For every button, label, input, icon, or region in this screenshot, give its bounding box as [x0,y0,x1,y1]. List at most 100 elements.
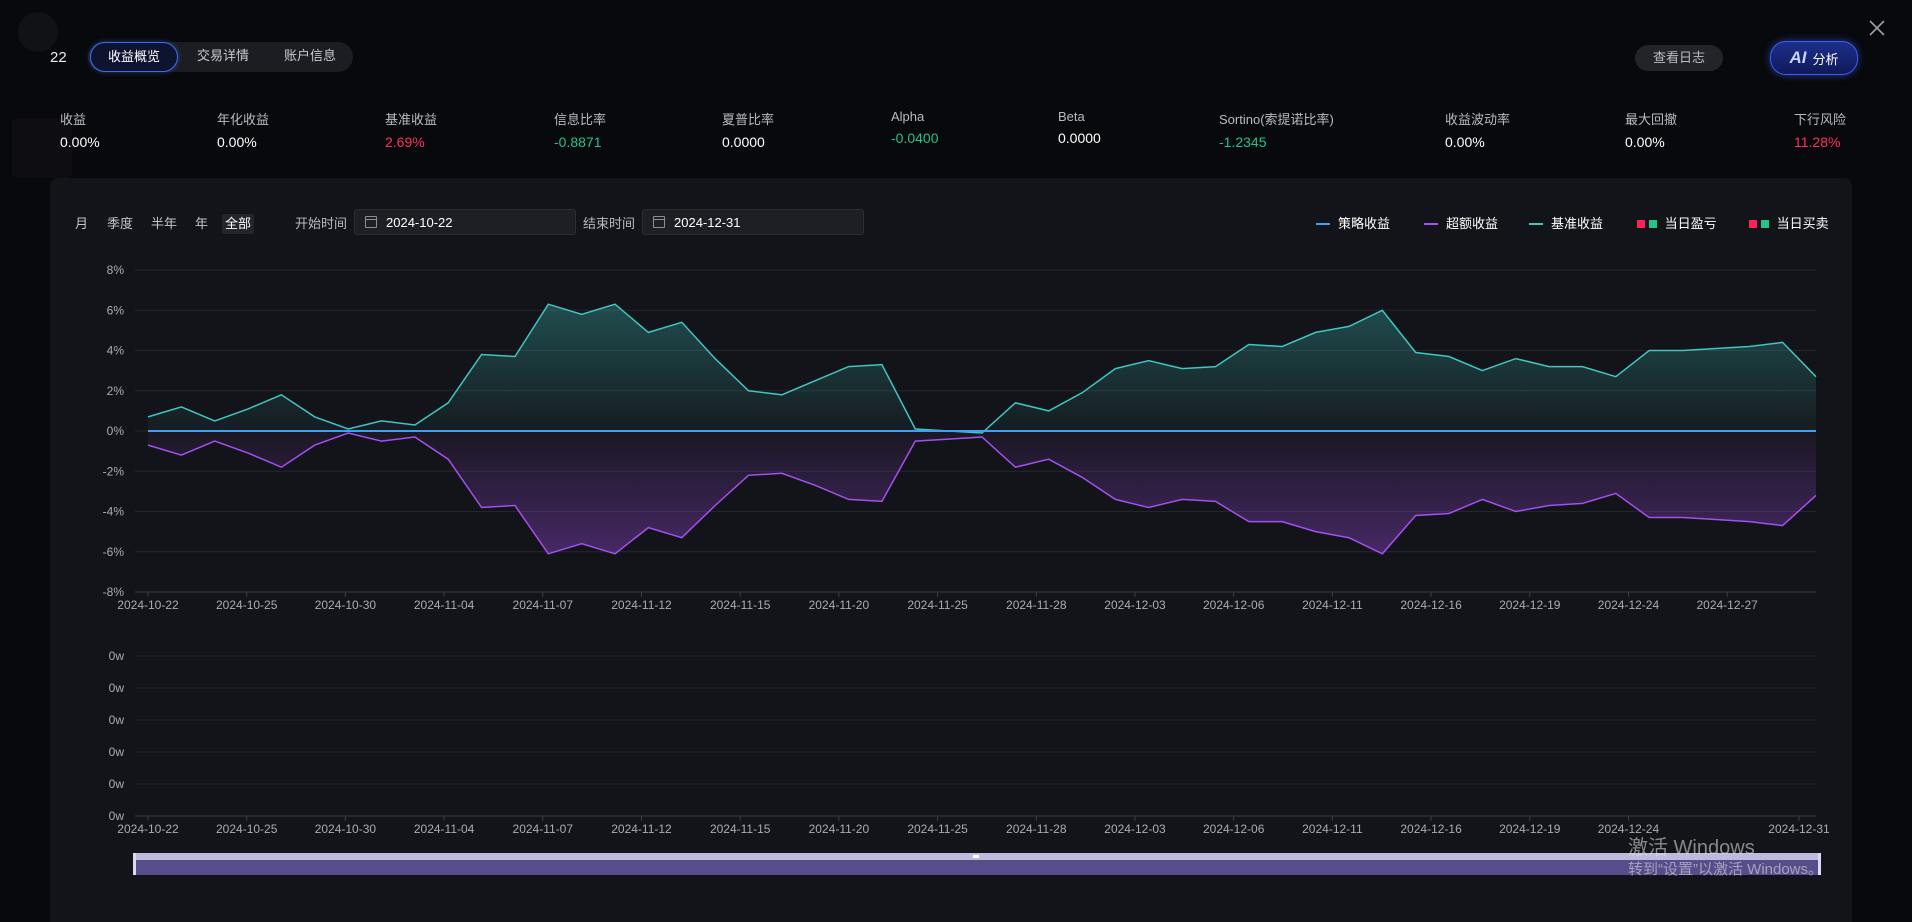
zoom-handle-left[interactable] [133,853,136,875]
metric-return: 收益 0.00% [60,112,100,150]
metric-benchmark-return: 基准收益 2.69% [385,112,438,150]
y-tick-label: 0w [109,713,125,727]
y-tick-label: 0w [109,649,125,663]
view-log-button[interactable]: 查看日志 [1635,45,1723,71]
x-tick-label: 2024-12-11 [1302,822,1363,836]
tab-trade-details[interactable]: 交易详情 [196,48,249,63]
x-tick-label: 2024-11-04 [414,822,475,836]
volume-chart-grid [135,655,1816,817]
period-month[interactable]: 月 [75,216,89,231]
x-tick-label: 2024-11-04 [414,598,475,612]
x-tick-label: 2024-12-19 [1499,598,1561,612]
main-chart-lines[interactable] [147,303,1817,555]
ai-analysis-button[interactable]: AI 分析 [1770,41,1858,75]
x-tick-label: 2024-12-31 [1768,822,1830,836]
y-tick-label: 2% [107,384,125,398]
metric-max-drawdown: 最大回撤 0.00% [1625,112,1678,150]
x-tick-label: 2024-10-25 [216,598,278,612]
end-date-field[interactable]: 2024-12-31 [642,209,864,235]
x-tick-label: 2024-12-03 [1104,598,1166,612]
metric-beta: Beta 0.0000 [1058,109,1101,146]
x-tick-label: 2024-12-19 [1499,822,1561,836]
x-tick-label: 2024-11-15 [710,822,771,836]
x-tick-label: 2024-12-03 [1104,822,1166,836]
y-tick-label: -8% [103,585,125,599]
x-tick-label: 2024-12-16 [1400,598,1462,612]
square-swatch-icon [1637,214,1657,234]
calendar-icon [365,216,377,228]
metric-information-ratio: 信息比率 -0.8871 [554,112,607,150]
x-tick-label: 2024-12-06 [1203,822,1265,836]
y-tick-label: 6% [107,303,125,317]
main-chart-areas [148,304,1816,554]
start-date-label: 开始时间 [295,216,348,231]
y-tick-label: 0w [109,681,125,695]
x-tick-label: 2024-11-25 [907,822,968,836]
line-swatch-icon [1316,223,1330,225]
square-swatch-icon [1749,214,1769,234]
benchmark-line[interactable] [147,303,1817,434]
end-date-label: 结束时间 [583,216,636,231]
calendar-icon [653,216,665,228]
x-tick-label: 2024-11-20 [809,822,870,836]
tab-account-info[interactable]: 账户信息 [283,48,336,63]
y-tick-label: -4% [103,505,125,519]
legend-daily-pnl[interactable]: 当日盈亏 [1637,214,1717,234]
y-tick-label: 0w [109,809,125,823]
x-tick-label: 2024-11-15 [710,598,771,612]
x-tick-label: 2024-11-20 [809,598,870,612]
excess-line[interactable] [147,432,1817,555]
excess-area [148,431,1816,554]
x-tick-label: 2024-10-22 [117,822,179,836]
y-tick-label: 4% [107,344,125,358]
close-icon[interactable] [1866,17,1888,39]
x-tick-label: 2024-11-07 [513,822,574,836]
x-tick-label: 2024-12-11 [1302,598,1363,612]
x-tick-label: 2024-12-24 [1598,598,1660,612]
zoom-grip-icon[interactable] [973,855,979,858]
y-tick-label: -6% [103,545,125,559]
y-tick-label: 0% [107,424,125,438]
start-date-value: 2024-10-22 [386,214,453,230]
period-year[interactable]: 年 [195,216,209,231]
y-tick-label: 0w [109,777,125,791]
period-half-year[interactable]: 半年 [151,216,178,231]
x-tick-label: 2024-11-28 [1006,822,1067,836]
start-date-field[interactable]: 2024-10-22 [354,209,576,235]
tab-overview[interactable]: 收益概览 [90,42,178,72]
x-tick-label: 2024-10-30 [315,822,377,836]
main-tabs: 收益概览 交易详情 账户信息 [88,42,353,72]
x-tick-label: 2024-10-22 [117,598,179,612]
zoom-handle-right[interactable] [1818,853,1821,875]
zoom-slider[interactable] [133,853,1821,875]
x-tick-label: 2024-11-28 [1006,598,1067,612]
line-swatch-icon [1529,223,1543,225]
x-tick-label: 2024-11-07 [513,598,574,612]
y-tick-label: 8% [107,263,125,277]
chart-panel [50,178,1852,922]
x-tick-label: 2024-10-25 [216,822,278,836]
y-tick-label: 0w [109,745,125,759]
windows-watermark-title: 激活 Windows [1628,837,1755,859]
legend-excess[interactable]: 超额收益 [1424,214,1498,234]
x-tick-label: 2024-10-30 [315,598,377,612]
metric-downside-risk: 下行风险 11.28% [1794,112,1847,150]
period-quarter[interactable]: 季度 [107,216,134,231]
metric-sharpe-ratio: 夏普比率 0.0000 [722,112,775,150]
main-chart-axes: 8% 6% 4% 2% 0% -2% -4% -6% -8%2024-10-22 2024-10-… [103,263,1816,612]
line-swatch-icon [1424,223,1438,225]
order-count: 22 [50,49,67,66]
ai-analysis-label: 分析 [1812,51,1839,67]
x-tick-label: 2024-11-12 [611,598,672,612]
metric-volatility: 收益波动率 0.00% [1445,112,1511,150]
legend-daily-trade[interactable]: 当日买卖 [1749,214,1829,234]
legend-strategy[interactable]: 策略收益 [1316,214,1390,234]
ai-icon: AI [1789,48,1807,67]
windows-watermark-hint: 转到“设置”以激活 Windows。 [1628,861,1824,878]
legend-benchmark[interactable]: 基准收益 [1529,214,1603,234]
period-all[interactable]: 全部 [222,214,255,234]
x-tick-label: 2024-12-16 [1400,822,1462,836]
x-tick-label: 2024-12-06 [1203,598,1265,612]
